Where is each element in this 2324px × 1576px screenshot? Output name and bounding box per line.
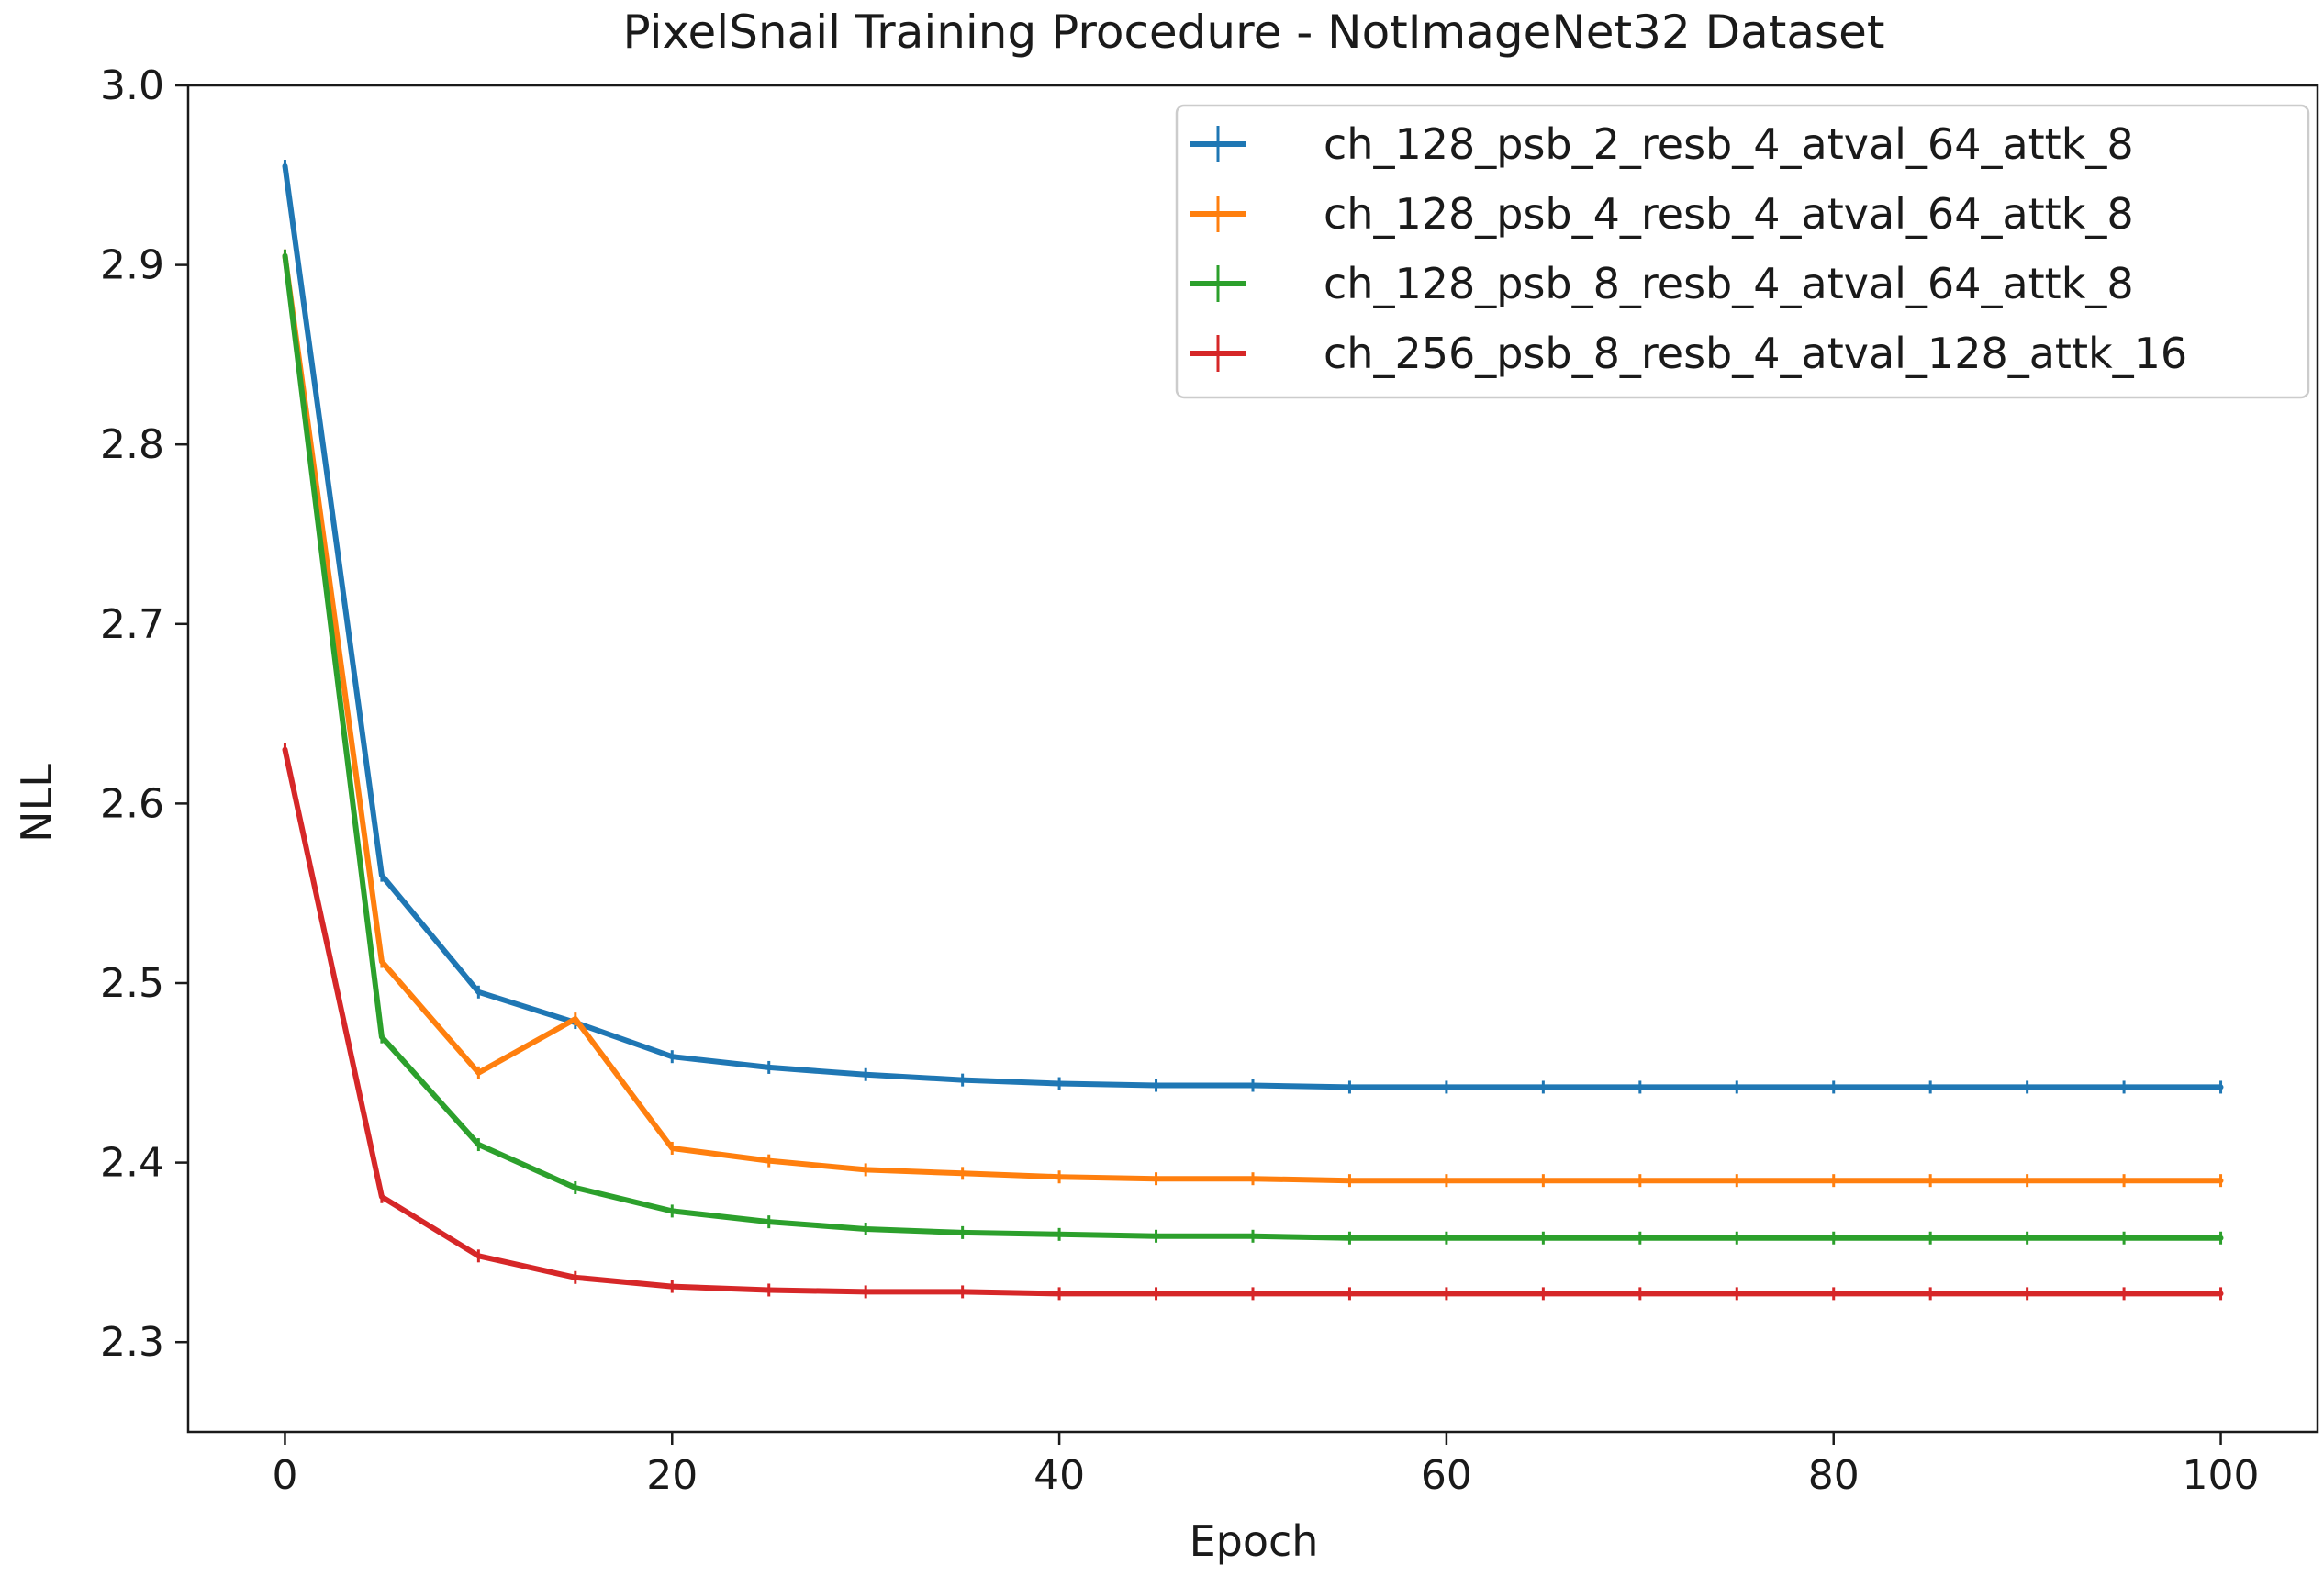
chart-title: PixelSnail Training Procedure - NotImage… [623,6,1885,59]
x-tick-label: 80 [1808,1452,1860,1499]
plot-area [282,160,2224,1301]
x-tick-label: 20 [646,1452,698,1499]
y-tick-label: 3.0 [100,62,164,109]
y-axis-label: NLL [12,764,61,843]
x-axis: 0 20 40 60 80 100 [272,1432,2260,1499]
y-tick-label: 2.7 [100,601,164,648]
y-tick-label: 2.5 [100,960,164,1007]
y-axis: 2.3 2.4 2.5 2.6 2.7 2.8 2.9 3.0 [100,62,188,1366]
legend-handle-4 [1190,335,1246,372]
y-tick-label: 2.8 [100,421,164,468]
y-tick-label: 2.9 [100,242,164,289]
legend-label-4: ch_256_psb_8_resb_4_atval_128_attk_16 [1324,329,2187,378]
legend-label-2: ch_128_psb_4_resb_4_atval_64_attk_8 [1324,189,2134,239]
x-tick-label: 40 [1034,1452,1085,1499]
y-tick-label: 2.4 [100,1140,164,1187]
y-tick-label: 2.3 [100,1319,164,1366]
legend-label-3: ch_128_psb_8_resb_4_atval_64_attk_8 [1324,259,2134,308]
legend-handle-3 [1190,265,1246,302]
legend-box [1175,104,2310,399]
x-tick-label: 0 [272,1452,297,1499]
legend-handle-2 [1190,196,1246,232]
plot-frame [186,84,2319,1434]
x-tick-label: 100 [2183,1452,2260,1499]
legend: ch_128_psb_2_resb_4_atval_64_attk_8 ch_12… [1175,104,2310,399]
x-axis-label: Epoch [1190,1516,1319,1566]
y-tick-label: 2.6 [100,780,164,827]
legend-label-1: ch_128_psb_2_resb_4_atval_64_attk_8 [1324,119,2134,169]
legend-handle-1 [1190,126,1246,162]
x-tick-label: 60 [1421,1452,1472,1499]
